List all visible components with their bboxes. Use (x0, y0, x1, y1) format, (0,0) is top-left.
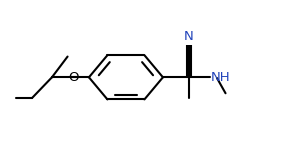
Text: N: N (184, 30, 193, 43)
Text: O: O (68, 71, 79, 84)
Text: NH: NH (211, 71, 230, 84)
